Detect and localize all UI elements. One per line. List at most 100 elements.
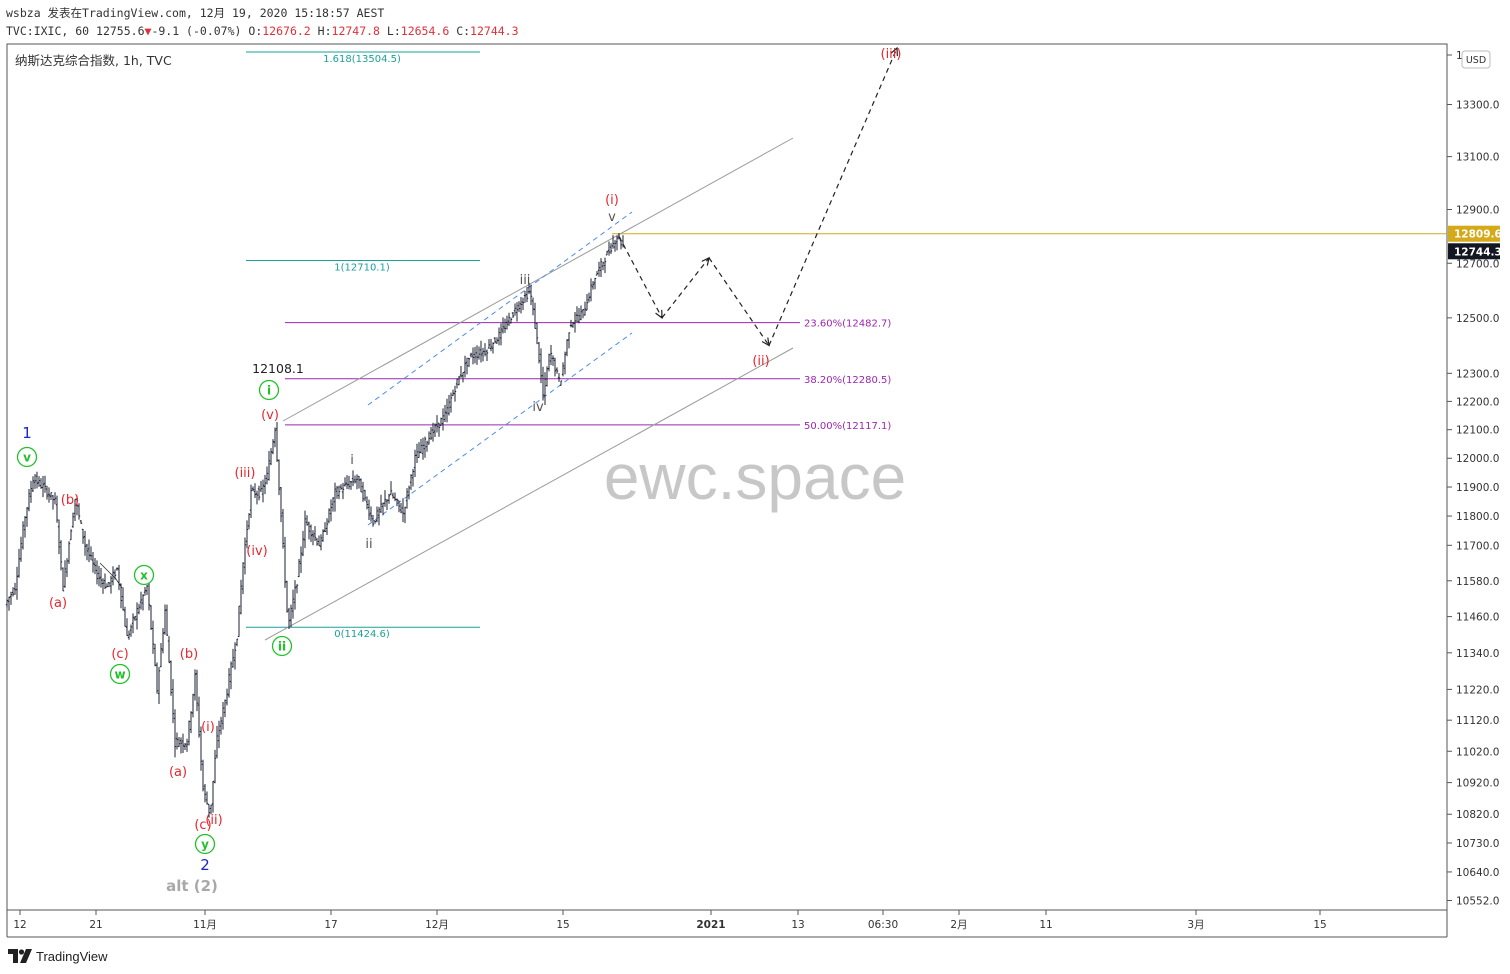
trend-channel-upper [282,137,794,422]
wave-label: v [608,210,616,225]
y-tick-label: 12900.0 [1456,205,1499,217]
projection-arrowhead [701,256,710,266]
y-tick-label: 10730.0 [1456,838,1499,850]
projection-segment [618,236,663,319]
channel-layer [99,137,794,641]
wave-label: (ii) [752,354,769,369]
wave-label-circle [109,663,131,685]
x-tick-label: 11月 [193,919,217,931]
wave-label: v [23,451,31,465]
candle-layer [5,233,625,818]
down-triangle-icon: ▼ [144,24,152,38]
y-tick-label: 12100.0 [1456,425,1499,437]
fib-extension-label: 1.618(13504.5) [323,54,401,65]
price-line-marker [1448,225,1500,242]
wave-label: (iv) [246,544,267,559]
x-axis: 12 21 11月 17 12月 15 2021 13 06:30 2月 11 3月 15 [13,910,1327,931]
wave-label: (c) [194,818,211,833]
fib-retracement-label: 50.00%(12117.1) [804,421,891,432]
x-tick-label: 13 [791,919,804,931]
y-tick-label: 10552.0 [1456,896,1499,908]
y-tick-label: 12000.0 [1456,453,1499,465]
wave-label: i [267,384,271,398]
watermark-text: ewc.space [604,441,906,513]
fib-extension-label: 0(11424.6) [334,629,390,640]
trend-channel-lower [264,347,794,641]
y-tick-label: 10920.0 [1456,778,1499,790]
projection-segment [661,257,710,319]
wave-label: 1 [22,424,32,442]
fib-layer: 1.618(13504.5) 1(12710.1) 0(11424.6) 23.60%… [246,51,1447,640]
wave-label: (a) [49,596,67,611]
wave-label: (b) [61,493,79,508]
x-tick-label: 17 [324,919,337,931]
wave-label: alt (2) [166,877,218,895]
x-tick-label: 21 [89,919,102,931]
x-tick-label: 2021 [696,919,725,931]
low-label: L: [386,24,401,38]
wave-label-circle [258,379,280,401]
y-tick-label: 11700.0 [1456,540,1499,552]
x-tick-label: 06:30 [868,919,898,931]
peak-price-annotation: 12108.1 [252,361,304,376]
projection-segment [768,47,898,346]
y-tick-label: 11220.0 [1456,684,1499,696]
last-price-label: 12744.3 [1454,246,1502,258]
symbol-label: TVC:IXIC, 60 [6,24,90,38]
y-tick-label: 13100.0 [1456,152,1499,164]
y-tick-label: 12700.0 [1456,258,1499,270]
y-tick-label: 12200.0 [1456,396,1499,408]
ohlc-line: TVC:IXIC, 60 12755.6▼-9.1 (-0.07%) O:126… [6,24,519,38]
wave-channel-lower [367,332,633,526]
currency-label: USD [1466,55,1486,66]
wave-label-circle [194,833,216,855]
y-tick-label: 11460.0 [1456,612,1499,624]
wave-label: iv [532,400,544,415]
wave-label-circle [16,446,38,468]
close-label: C: [456,24,471,38]
y-tick-label: 11580.0 [1456,576,1499,588]
y-tick-label: 11020.0 [1456,746,1499,758]
fib-extension-label: 1(12710.1) [334,263,390,274]
tradingview-footer[interactable]: TradingView [8,945,108,967]
high-label: H: [317,24,332,38]
wave-label: i [350,453,354,468]
x-tick-label: 15 [1313,919,1326,931]
projection-layer [618,46,898,347]
wave-label: (i) [605,193,619,208]
wave-label: (iii) [881,47,902,62]
x-tick-label: 15 [556,919,569,931]
tradingview-logo-icon [8,949,32,963]
y-axis: 10552.0 10640.0 10730.0 10820.0 10920.0 11020… [1447,50,1502,908]
x-tick-label: 12月 [425,919,449,931]
low-value: 12654.6 [400,24,450,38]
y-tick-label: 11340.0 [1456,648,1499,660]
y-tick-label: 1 [1456,50,1463,62]
wave-label: x [140,569,148,583]
y-tick-label: 11800.0 [1456,511,1499,523]
wave-label: (iii) [235,466,256,481]
projection-segment [708,257,770,346]
last-price-marker [1448,243,1500,260]
wave-label: w [114,668,125,682]
wave-label: ii [365,537,372,552]
currency-button[interactable]: USD [1461,50,1491,69]
x-tick-label: 2月 [950,919,967,931]
wave-label-circle [133,564,155,586]
wave-label: (ii) [205,813,222,828]
fib-retracement-label: 38.20%(12280.5) [804,375,891,386]
wave-label-circle [271,635,293,657]
publish-info: wsbza 发表在TradingView.com, 12月 19, 2020 1… [6,6,385,20]
wave-label: y [201,838,209,852]
last-price: 12755.6 [96,24,145,38]
y-tick-label: 10820.0 [1456,809,1499,821]
tradingview-brand: TradingView [36,948,108,964]
chart-title: 纳斯达克综合指数, 1h, TVC [15,53,172,68]
wave-label: (i) [201,720,215,735]
y-tick-label: 10640.0 [1456,867,1499,879]
wave-label: ii [278,640,286,654]
x-tick-label: 11 [1039,919,1052,931]
